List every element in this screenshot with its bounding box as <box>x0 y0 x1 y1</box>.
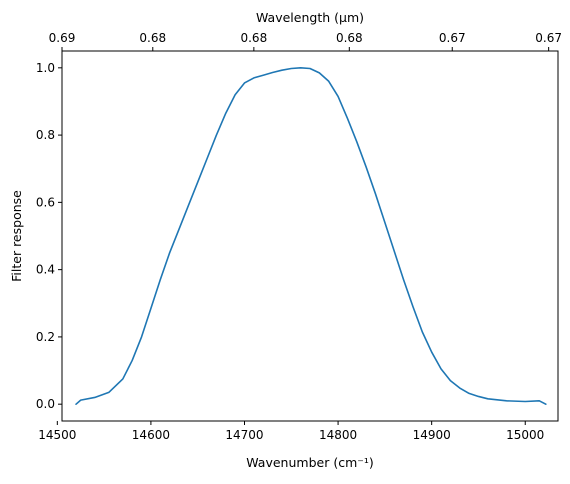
y-tick-label: 0.4 <box>36 263 55 277</box>
ticks-layer: 14500 14600 14700 14800 14900 15000 0.0 0.2 0.4 0… <box>36 31 562 442</box>
y-tick-label: 0.2 <box>36 330 55 344</box>
top-tick-label: 0.67 <box>439 31 466 45</box>
y-tick-label: 1.0 <box>36 61 55 75</box>
x-axis-label: Wavenumber (cm⁻¹) <box>246 455 373 470</box>
x-tick-label: 14500 <box>38 428 76 442</box>
y-tick-label: 0.8 <box>36 128 55 142</box>
series-line <box>75 67 547 405</box>
x-tick-label: 14700 <box>225 428 263 442</box>
y-axis-label: Filter response <box>9 190 24 282</box>
top-tick-label: 0.69 <box>49 31 76 45</box>
top-tick-label: 0.67 <box>535 31 562 45</box>
top-tick-label: 0.68 <box>139 31 166 45</box>
y-tick-label: 0.6 <box>36 195 55 209</box>
top-tick-label: 0.68 <box>240 31 267 45</box>
x-tick-label: 14600 <box>132 428 170 442</box>
x-tick-label: 14800 <box>319 428 357 442</box>
x-tick-label: 14900 <box>413 428 451 442</box>
y-tick-label: 0.0 <box>36 397 55 411</box>
plot-frame <box>61 50 559 422</box>
top-axis-label: Wavelength (μm) <box>256 10 364 25</box>
top-tick-label: 0.68 <box>336 31 363 45</box>
x-tick-label: 15000 <box>506 428 544 442</box>
